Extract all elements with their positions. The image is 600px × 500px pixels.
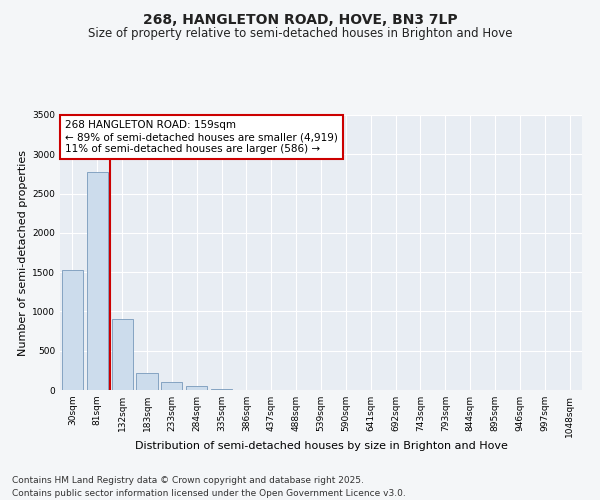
- Bar: [186, 386, 207, 390]
- Bar: [87, 172, 108, 390]
- Text: Size of property relative to semi-detached houses in Brighton and Hove: Size of property relative to semi-detach…: [88, 28, 512, 40]
- X-axis label: Distribution of semi-detached houses by size in Brighton and Hove: Distribution of semi-detached houses by …: [134, 441, 508, 451]
- Bar: [136, 373, 158, 390]
- Bar: [112, 320, 133, 390]
- Text: 268, HANGLETON ROAD, HOVE, BN3 7LP: 268, HANGLETON ROAD, HOVE, BN3 7LP: [143, 12, 457, 26]
- Text: 268 HANGLETON ROAD: 159sqm
← 89% of semi-detached houses are smaller (4,919)
11%: 268 HANGLETON ROAD: 159sqm ← 89% of semi…: [65, 120, 338, 154]
- Text: Contains public sector information licensed under the Open Government Licence v3: Contains public sector information licen…: [12, 488, 406, 498]
- Bar: [211, 389, 232, 390]
- Y-axis label: Number of semi-detached properties: Number of semi-detached properties: [18, 150, 28, 356]
- Bar: [161, 382, 182, 390]
- Text: Contains HM Land Registry data © Crown copyright and database right 2025.: Contains HM Land Registry data © Crown c…: [12, 476, 364, 485]
- Bar: [62, 270, 83, 390]
